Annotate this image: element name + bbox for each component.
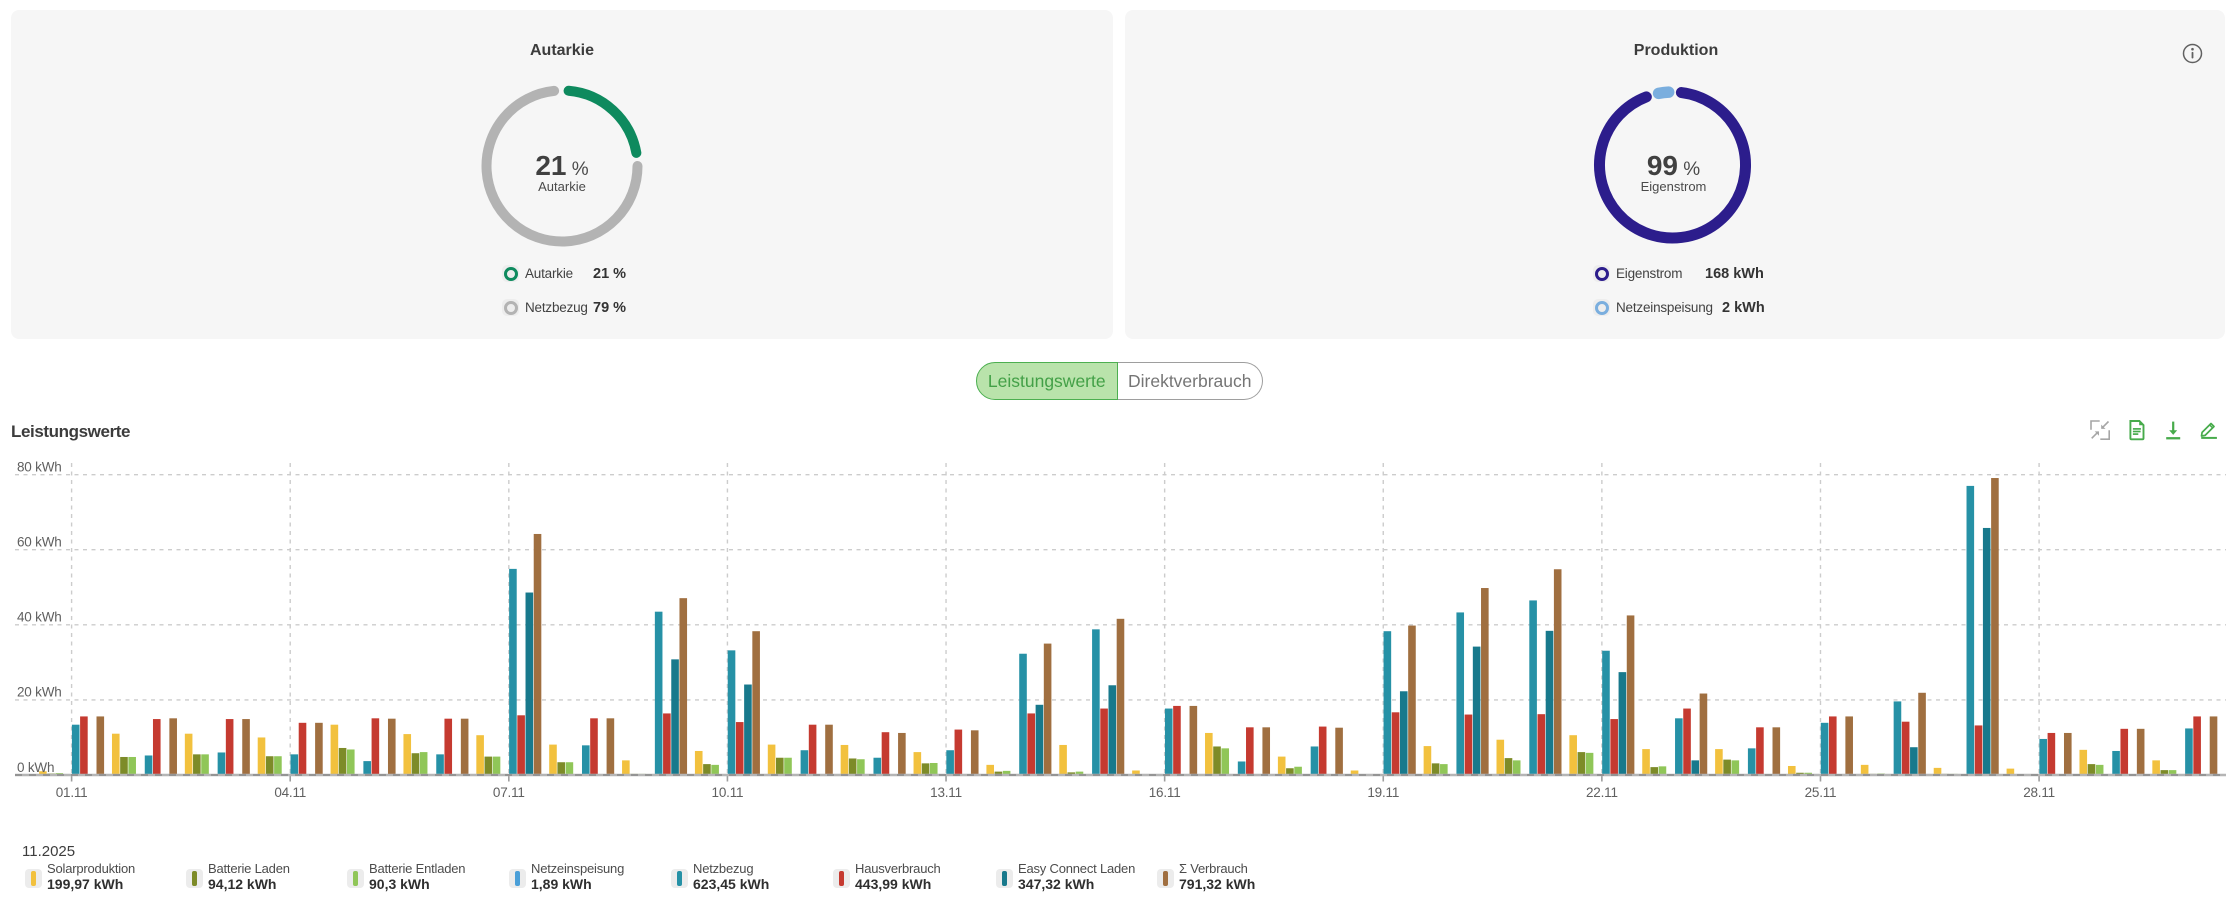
svg-text:04.11: 04.11 — [274, 785, 306, 800]
svg-text:25.11: 25.11 — [1805, 785, 1837, 800]
svg-text:22.11: 22.11 — [1586, 785, 1618, 800]
svg-text:20 kWh: 20 kWh — [17, 685, 62, 700]
svg-text:28.11: 28.11 — [2023, 785, 2055, 800]
svg-text:01.11: 01.11 — [56, 785, 88, 800]
svg-text:80 kWh: 80 kWh — [17, 459, 62, 474]
svg-text:0 kWh: 0 kWh — [17, 760, 54, 775]
svg-text:16.11: 16.11 — [1149, 785, 1181, 800]
svg-text:10.11: 10.11 — [712, 785, 744, 800]
svg-text:13.11: 13.11 — [930, 785, 962, 800]
svg-text:40 kWh: 40 kWh — [17, 610, 62, 625]
svg-text:60 kWh: 60 kWh — [17, 535, 62, 550]
svg-text:19.11: 19.11 — [1367, 785, 1399, 800]
svg-text:07.11: 07.11 — [493, 785, 525, 800]
